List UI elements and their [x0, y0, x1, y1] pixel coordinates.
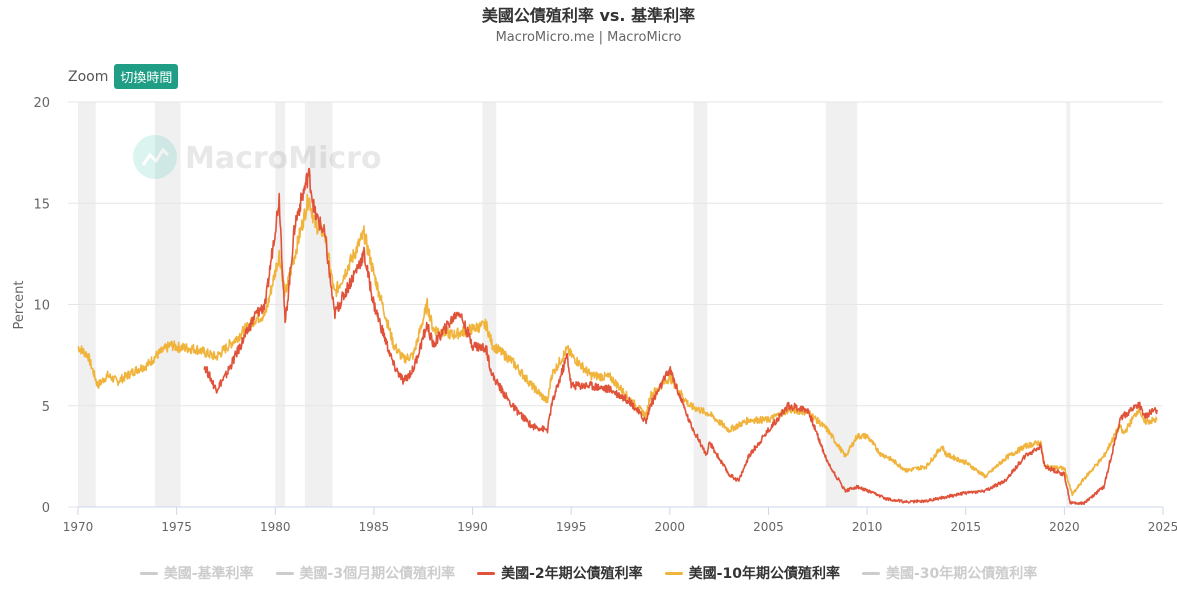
- series-line-0: [77, 193, 1158, 497]
- legend-swatch: [861, 571, 880, 575]
- chart-legend: 美國-基準利率 美國-3個月期公債殖利率 美國-2年期公債殖利率 美國-10年期公債殖…: [0, 563, 1177, 583]
- x-tick-label: 2025: [1148, 520, 1177, 534]
- x-tick-label: 1980: [260, 520, 291, 534]
- x-tick-label: 2020: [1049, 520, 1080, 534]
- y-tick-label: 10: [33, 299, 50, 314]
- legend-label: 美國-3個月期公債殖利率: [299, 566, 456, 582]
- legend-swatch: [139, 571, 158, 575]
- legend-item-2[interactable]: 美國-2年期公債殖利率: [477, 563, 643, 583]
- x-tick-label: 1995: [556, 520, 587, 534]
- legend-item-0[interactable]: 美國-基準利率: [139, 563, 254, 583]
- watermark: MacroMicro: [133, 135, 382, 179]
- axes: 0 5 10 15 20 1970 1975 1980 1985 1990 1995 2000 2005…: [33, 96, 1177, 534]
- x-tick-label: 2005: [753, 520, 784, 534]
- legend-swatch: [477, 571, 496, 575]
- x-tick-label: 1985: [359, 520, 390, 534]
- zoom-control: Zoom 切換時間: [68, 64, 179, 89]
- x-tick-label: 1990: [457, 520, 488, 534]
- legend-label: 美國-30年期公債殖利率: [885, 566, 1038, 582]
- legend-item-1[interactable]: 美國-3個月期公債殖利率: [275, 563, 456, 583]
- watermark-text: MacroMicro: [185, 141, 382, 176]
- y-tick-label: 5: [42, 400, 50, 415]
- y-axis-label: Percent: [12, 281, 27, 330]
- series-line-1: [203, 167, 1158, 506]
- x-tick-label: 1970: [63, 520, 94, 534]
- x-tick-label: 1975: [161, 520, 192, 534]
- y-tick-label: 20: [33, 96, 50, 111]
- x-tick-label: 2000: [655, 520, 686, 534]
- legend-label: 美國-基準利率: [163, 566, 254, 582]
- legend-item-4[interactable]: 美國-30年期公債殖利率: [861, 563, 1038, 583]
- legend-item-3[interactable]: 美國-10年期公債殖利率: [664, 563, 840, 583]
- y-tick-label: 15: [33, 197, 50, 212]
- switch-time-button[interactable]: 切換時間: [114, 64, 179, 89]
- chart-subtitle: MacroMicro.me | MacroMicro: [495, 30, 682, 45]
- zoom-label: Zoom: [68, 68, 109, 85]
- legend-label: 美國-2年期公債殖利率: [501, 566, 643, 582]
- legend-label: 美國-10年期公債殖利率: [688, 566, 840, 582]
- y-tick-label: 0: [42, 501, 50, 516]
- chart-title: 美國公債殖利率 vs. 基準利率: [481, 6, 696, 25]
- legend-swatch: [664, 571, 683, 575]
- x-tick-label: 2015: [950, 520, 981, 534]
- series-lines: [77, 167, 1158, 506]
- x-tick-label: 2010: [852, 520, 883, 534]
- legend-swatch: [275, 571, 294, 575]
